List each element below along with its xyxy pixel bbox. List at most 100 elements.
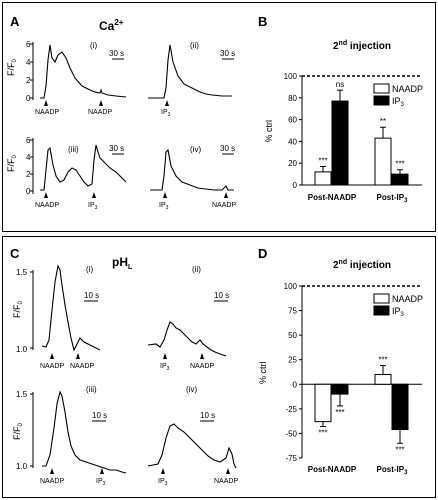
y-tick-label-d: 50 [288, 331, 297, 340]
label-c-i-2: NAADP [70, 363, 94, 370]
panel-c-title: pHL [112, 255, 133, 271]
arrow-a-ii-1 [165, 100, 169, 106]
label-c-iii-1: NAADP [40, 478, 64, 485]
subpanel-tag-c-i: (i) [86, 265, 93, 274]
significance-d: *** [318, 429, 327, 438]
bar-chart-b: B 2nd injection 0 20 40 60 80 100 % ctrl *** ns Pos… [258, 14, 423, 204]
arrow-a-iv-2 [224, 192, 228, 198]
scale-text-c-iii: 10 s [92, 411, 107, 420]
category-label-b-1: Post-IP3 [377, 193, 409, 204]
bar-chart-d: D 2nd injection -75 -50 -25 0 25 50 75 100 % ctrl *… [258, 246, 423, 476]
scale-text-a-iv: 30 s [220, 144, 235, 153]
arrow-c-iv-1 [161, 468, 165, 474]
ytick-a2-6: 6 [26, 136, 31, 145]
ytick-a2-0: 0 [26, 187, 31, 196]
legend-swatch-b-naadp [373, 83, 390, 94]
arrow-a-iv-1 [163, 192, 167, 198]
ytick-a1-2: 2 [26, 76, 31, 85]
scale-text-a-iii: 30 s [109, 144, 124, 153]
subpanel-tag-a-iv: (iv) [190, 145, 201, 154]
ytick-a2-4: 4 [26, 153, 31, 162]
ytick-a1-4: 4 [26, 58, 31, 67]
y-tick-label-b: 80 [288, 94, 297, 103]
y-tick-label-d: -50 [285, 429, 297, 438]
significance-d: *** [395, 445, 404, 454]
significance-b: *** [395, 160, 404, 169]
y-tick-label-d: 0 [293, 380, 298, 389]
arrow-c-i-2 [76, 353, 80, 359]
panel-a-letter: A [10, 14, 20, 29]
label-a-ii-1: IP3 [161, 109, 171, 118]
label-a-i-1: NAADP [35, 109, 59, 116]
category-label-b-0: Post-NAADP [308, 193, 357, 202]
trace-c-i [41, 264, 101, 352]
panel-d-letter: D [258, 246, 267, 261]
label-a-iii-2: IP3 [88, 202, 98, 211]
arrow-a-i-2 [99, 100, 103, 106]
label-c-ii-2: NAADP [190, 363, 214, 370]
subpanel-tag-a-iii: (iii) [68, 145, 79, 154]
subpanel-tag-c-iii: (iii) [86, 385, 97, 394]
arrow-c-iii-2 [100, 468, 104, 474]
label-c-iii-2: IP3 [96, 478, 106, 487]
panel-c-yaxis-2: 1.5 1.0 [16, 390, 28, 471]
bar-d-naadp-0 [314, 383, 332, 423]
scale-text-c-i: 10 s [84, 291, 99, 300]
y-tick-label-d: 100 [284, 282, 298, 291]
y-tick-label-d: 75 [288, 307, 297, 316]
label-c-iv-1: IP3 [158, 478, 168, 487]
legend-label-d-ip3: IP3 [392, 306, 405, 318]
scale-text-a-i: 30 s [109, 49, 124, 58]
y-tick-label-d: -25 [285, 405, 297, 414]
y-tick-label-b: 100 [284, 72, 298, 81]
bar-d-ip3-1 [391, 383, 409, 430]
legend-swatch-d-ip3 [373, 305, 390, 316]
bar-b-naadp-0 [314, 171, 332, 186]
trace-c-ii [147, 321, 227, 357]
panel-d-title: 2nd injection [333, 259, 391, 271]
subpanel-tag-a-i: (i) [90, 41, 97, 50]
y-label-d: % ctrl [258, 361, 268, 384]
ytick-c2-10: 1.0 [16, 462, 28, 471]
label-c-i-1: NAADP [40, 363, 64, 370]
significance-d: *** [335, 408, 344, 417]
y-tick-label-d: 25 [288, 356, 297, 365]
y-tick-label-d: -75 [285, 454, 297, 463]
trace-c-iii [42, 390, 127, 474]
c-ylabel-2: F/F0 [12, 423, 24, 441]
trace-a-i [40, 44, 127, 99]
significance-b: ns [336, 80, 344, 89]
panel-a-title: Ca2+ [99, 18, 124, 33]
bar-b-ip3-1 [391, 173, 409, 186]
arrow-c-i-1 [50, 353, 54, 359]
panel-a-yaxis-1: 6 4 2 0 [26, 40, 31, 103]
category-label-d-0: Post-NAADP [308, 465, 357, 474]
ytick-a1-6: 6 [26, 40, 31, 49]
scale-text-a-ii: 30 s [220, 49, 235, 58]
legend-label-b-ip3: IP3 [392, 96, 405, 108]
label-a-iv-1: IP3 [159, 202, 169, 211]
ytick-a2-2: 2 [26, 170, 31, 179]
trace-a-ii [148, 44, 232, 99]
panel-a-title-text: Ca [99, 19, 115, 33]
y-label-b: % ctrl [264, 120, 274, 143]
ytick-c2-15: 1.5 [16, 390, 28, 399]
label-c-ii-1: IP3 [160, 363, 170, 372]
subpanel-tag-a-ii: (ii) [190, 41, 199, 50]
label-c-iv-2: NAADP [214, 478, 238, 485]
arrow-c-iv-2 [226, 468, 230, 474]
legend-swatch-d-naadp [373, 293, 390, 304]
a-ylabel-2: F/F0 [6, 155, 18, 173]
y-tick-label-b: 0 [293, 181, 298, 190]
ph-panel-frame [2, 236, 436, 498]
trace-a-iii [40, 144, 127, 191]
y-tick-label-b: 40 [288, 137, 297, 146]
category-label-d-1: Post-IP3 [377, 465, 409, 476]
trace-a-iv [150, 148, 234, 191]
ytick-a1-0: 0 [26, 94, 31, 103]
significance-b: *** [318, 156, 327, 165]
significance-b: ** [380, 117, 386, 126]
legend-label-d-naadp: NAADP [392, 294, 423, 304]
subpanel-tag-c-iv: (iv) [186, 385, 197, 394]
a-ylabel-1: F/F0 [6, 59, 18, 77]
